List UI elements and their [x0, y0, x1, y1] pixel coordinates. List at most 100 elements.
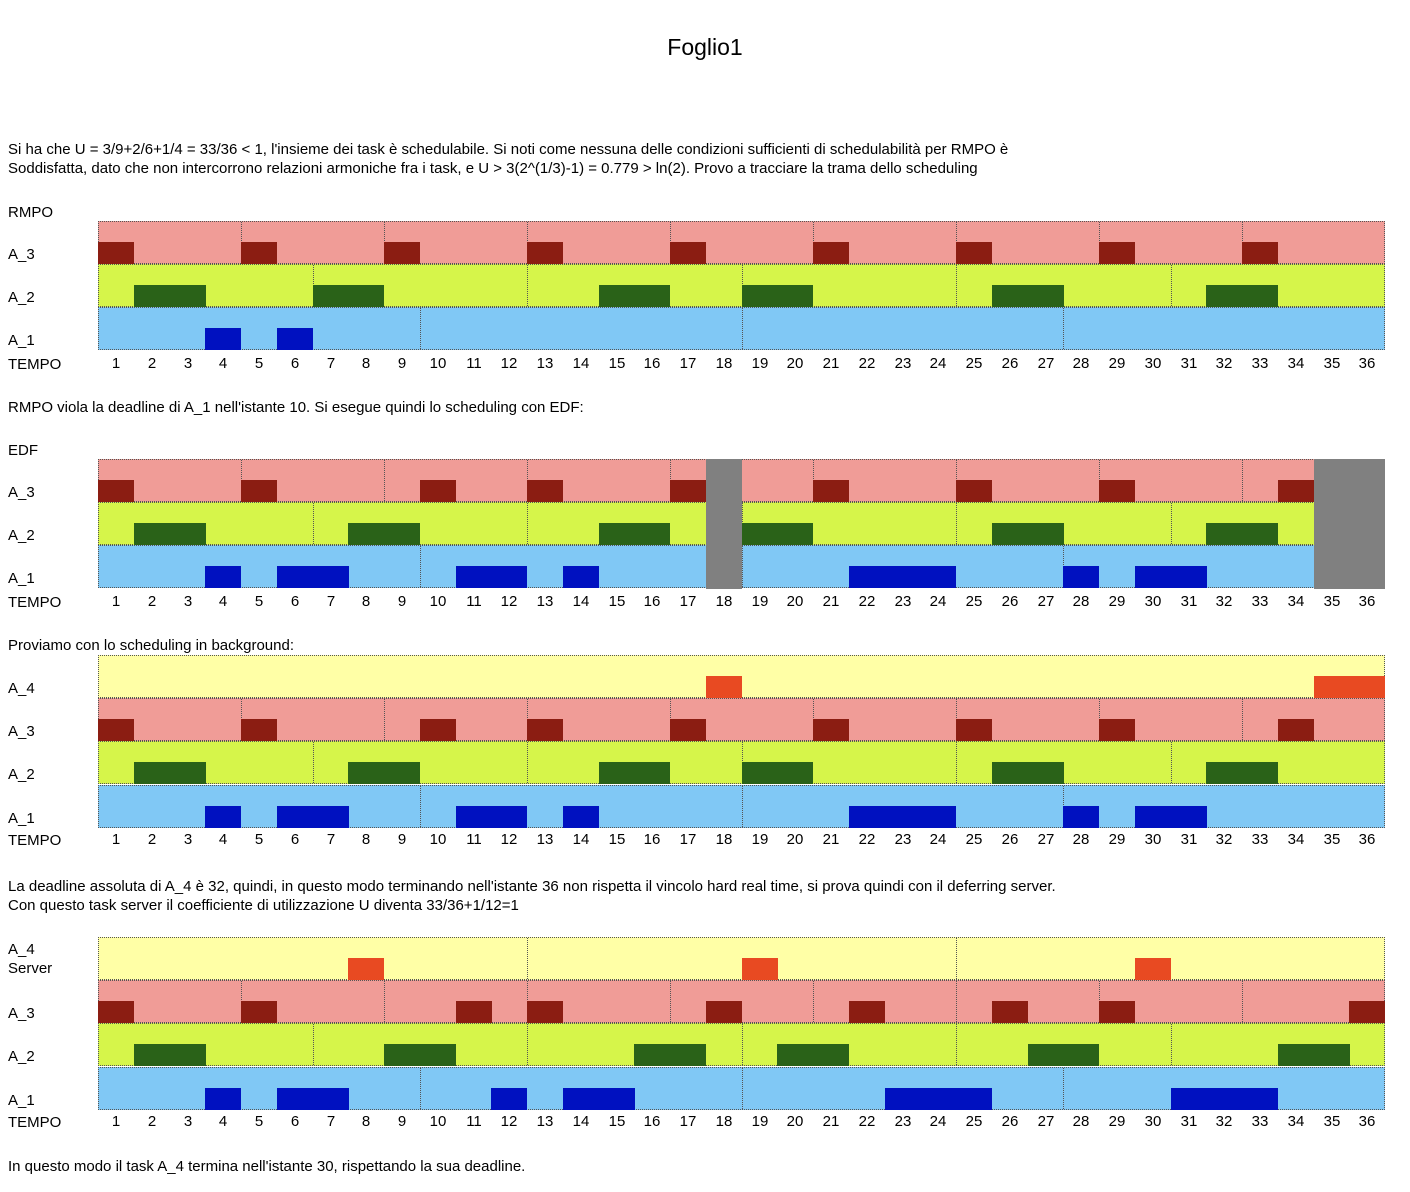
execution-slot — [777, 285, 813, 307]
time-tick: 7 — [326, 831, 336, 848]
time-tick: 22 — [858, 355, 876, 372]
execution-slot — [313, 566, 349, 588]
row-label: A_2 — [8, 527, 35, 544]
time-tick: 21 — [822, 355, 840, 372]
execution-slot — [634, 1044, 670, 1066]
time-tick: 27 — [1037, 831, 1055, 848]
execution-slot — [1242, 285, 1278, 307]
time-tick: 3 — [183, 831, 193, 848]
execution-slot — [491, 1088, 527, 1110]
time-tick: 11 — [466, 831, 482, 848]
task-row-a3 — [98, 980, 1385, 1023]
time-tick: 5 — [254, 831, 264, 848]
execution-slot — [1171, 566, 1207, 588]
time-tick: 20 — [786, 593, 804, 610]
period-boundary — [1171, 265, 1172, 306]
time-tick: 3 — [183, 1113, 193, 1130]
execution-slot — [1349, 1001, 1385, 1023]
time-tick: 8 — [361, 831, 371, 848]
time-tick: 21 — [822, 1113, 840, 1130]
execution-slot — [813, 719, 849, 741]
time-tick: 28 — [1072, 831, 1090, 848]
time-tick: 26 — [1001, 1113, 1019, 1130]
execution-slot — [205, 806, 241, 828]
execution-slot — [205, 328, 241, 350]
execution-slot — [1099, 719, 1135, 741]
execution-slot — [456, 566, 492, 588]
period-boundary — [384, 981, 385, 1022]
execution-slot — [670, 719, 706, 741]
task-row-a2 — [98, 741, 1385, 784]
execution-slot — [1242, 523, 1278, 545]
time-tick: 31 — [1180, 593, 1198, 610]
period-boundary — [313, 503, 314, 544]
execution-slot — [1349, 676, 1385, 698]
time-tick: 7 — [326, 355, 336, 372]
time-tick: 33 — [1251, 355, 1269, 372]
task-row-a1 — [98, 307, 1385, 350]
execution-slot — [205, 1088, 241, 1110]
execution-slot — [920, 806, 956, 828]
time-tick: 18 — [715, 593, 733, 610]
execution-slot — [420, 480, 456, 502]
execution-slot — [992, 762, 1028, 784]
execution-slot — [456, 806, 492, 828]
execution-slot — [241, 480, 277, 502]
time-tick: 4 — [218, 831, 228, 848]
time-tick: 26 — [1001, 355, 1019, 372]
time-tick: 20 — [786, 831, 804, 848]
idle-slot — [1349, 459, 1385, 589]
time-tick: 8 — [361, 1113, 371, 1130]
period-boundary — [527, 1024, 528, 1065]
time-tick: 28 — [1072, 593, 1090, 610]
section-heading: Proviamo con lo scheduling in background… — [8, 637, 295, 654]
time-tick: 14 — [572, 831, 590, 848]
period-boundary — [742, 1024, 743, 1065]
execution-slot — [885, 1088, 921, 1110]
time-tick: 4 — [218, 1113, 228, 1130]
row-label: A_2 — [8, 1048, 35, 1065]
execution-slot — [98, 719, 134, 741]
time-tick: 12 — [500, 355, 518, 372]
time-tick: 14 — [572, 355, 590, 372]
row-label: A_3 — [8, 246, 35, 263]
time-tick: 7 — [326, 593, 336, 610]
row-label: A_1 — [8, 1092, 35, 1109]
time-tick: 18 — [715, 355, 733, 372]
row-label: A_4 — [8, 941, 35, 958]
execution-slot — [599, 1088, 635, 1110]
period-boundary — [670, 981, 671, 1022]
time-tick: 16 — [643, 355, 661, 372]
execution-slot — [777, 762, 813, 784]
execution-slot — [742, 958, 778, 980]
time-tick: 10 — [429, 355, 447, 372]
time-tick: 6 — [290, 1113, 300, 1130]
row-label: A_3 — [8, 1005, 35, 1022]
execution-slot — [1171, 806, 1207, 828]
execution-slot — [1028, 523, 1064, 545]
time-tick: 25 — [965, 1113, 983, 1130]
intro-line-1: Si ha che U = 3/9+2/6+1/4 = 33/36 < 1, l… — [8, 141, 1009, 158]
closing-text: In questo modo il task A_4 termina nell'… — [8, 1158, 526, 1175]
execution-slot — [277, 806, 313, 828]
period-boundary — [813, 981, 814, 1022]
time-tick: 15 — [608, 1113, 626, 1130]
period-boundary — [742, 786, 743, 827]
execution-slot — [134, 762, 170, 784]
time-tick: 17 — [679, 355, 697, 372]
row-label: A_1 — [8, 570, 35, 587]
task-row-a1 — [98, 785, 1385, 828]
execution-slot — [670, 242, 706, 264]
period-boundary — [1242, 981, 1243, 1022]
time-tick: 35 — [1323, 355, 1341, 372]
execution-slot — [420, 1044, 456, 1066]
task-row-a1 — [98, 1067, 1385, 1110]
execution-slot — [277, 566, 313, 588]
time-tick: 26 — [1001, 593, 1019, 610]
time-tick: 34 — [1287, 831, 1305, 848]
period-boundary — [313, 742, 314, 783]
time-tick: 13 — [536, 593, 554, 610]
time-axis-label: TEMPO — [8, 1114, 62, 1131]
row-label: A_2 — [8, 766, 35, 783]
execution-slot — [384, 242, 420, 264]
